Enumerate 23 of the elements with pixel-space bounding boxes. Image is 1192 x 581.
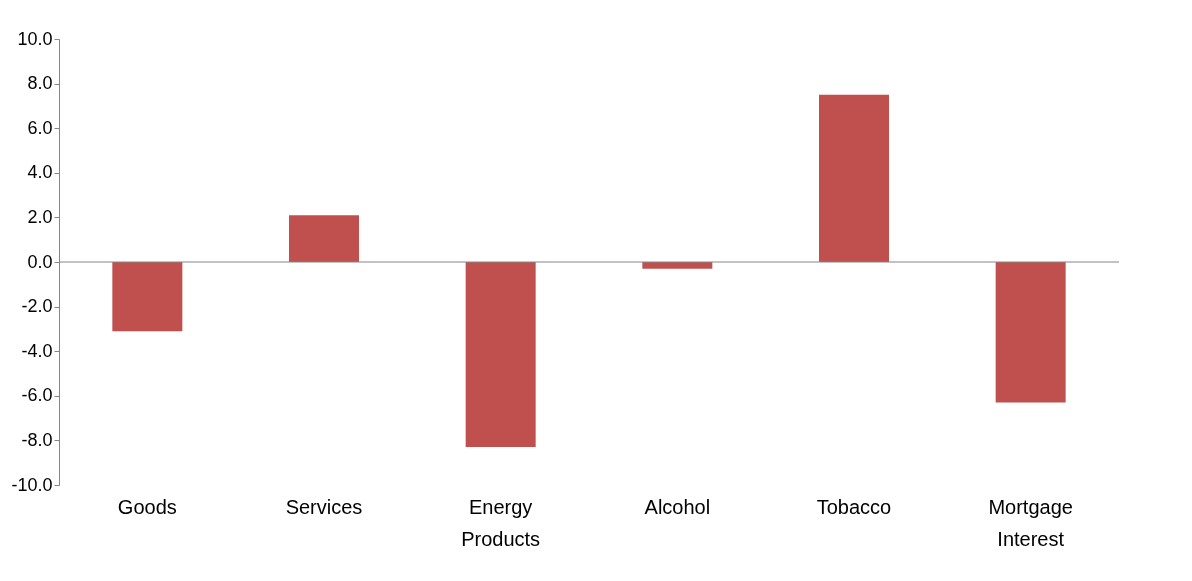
y-tick-label: -6.0 [21,385,53,406]
y-tick-label: -2.0 [21,296,53,317]
y-tick-label: 6.0 [27,117,53,138]
x-tick-label: Services [285,495,363,518]
y-tick-label: 2.0 [27,206,53,227]
x-tick-label: Mortgage Interest [988,495,1073,550]
bar [112,262,183,332]
y-tick-label: 10.0 [17,28,53,49]
x-tick-label: Goods [117,495,177,518]
y-tick-label: 4.0 [27,162,53,183]
bar [642,262,713,269]
bar [289,215,359,262]
bar [995,262,1066,403]
y-tick-label: -10.0 [11,474,53,495]
bar [819,94,889,262]
y-tick-label: -4.0 [21,340,53,361]
bar [465,262,536,448]
x-tick-label: Alcohol [644,495,711,518]
y-tick-label: -8.0 [21,429,53,450]
y-tick-label: 0.0 [27,251,53,272]
x-tick-label: Energy Products [461,495,541,550]
y-tick-label: 8.0 [27,73,53,94]
x-tick-label: Tobacco [816,495,892,518]
